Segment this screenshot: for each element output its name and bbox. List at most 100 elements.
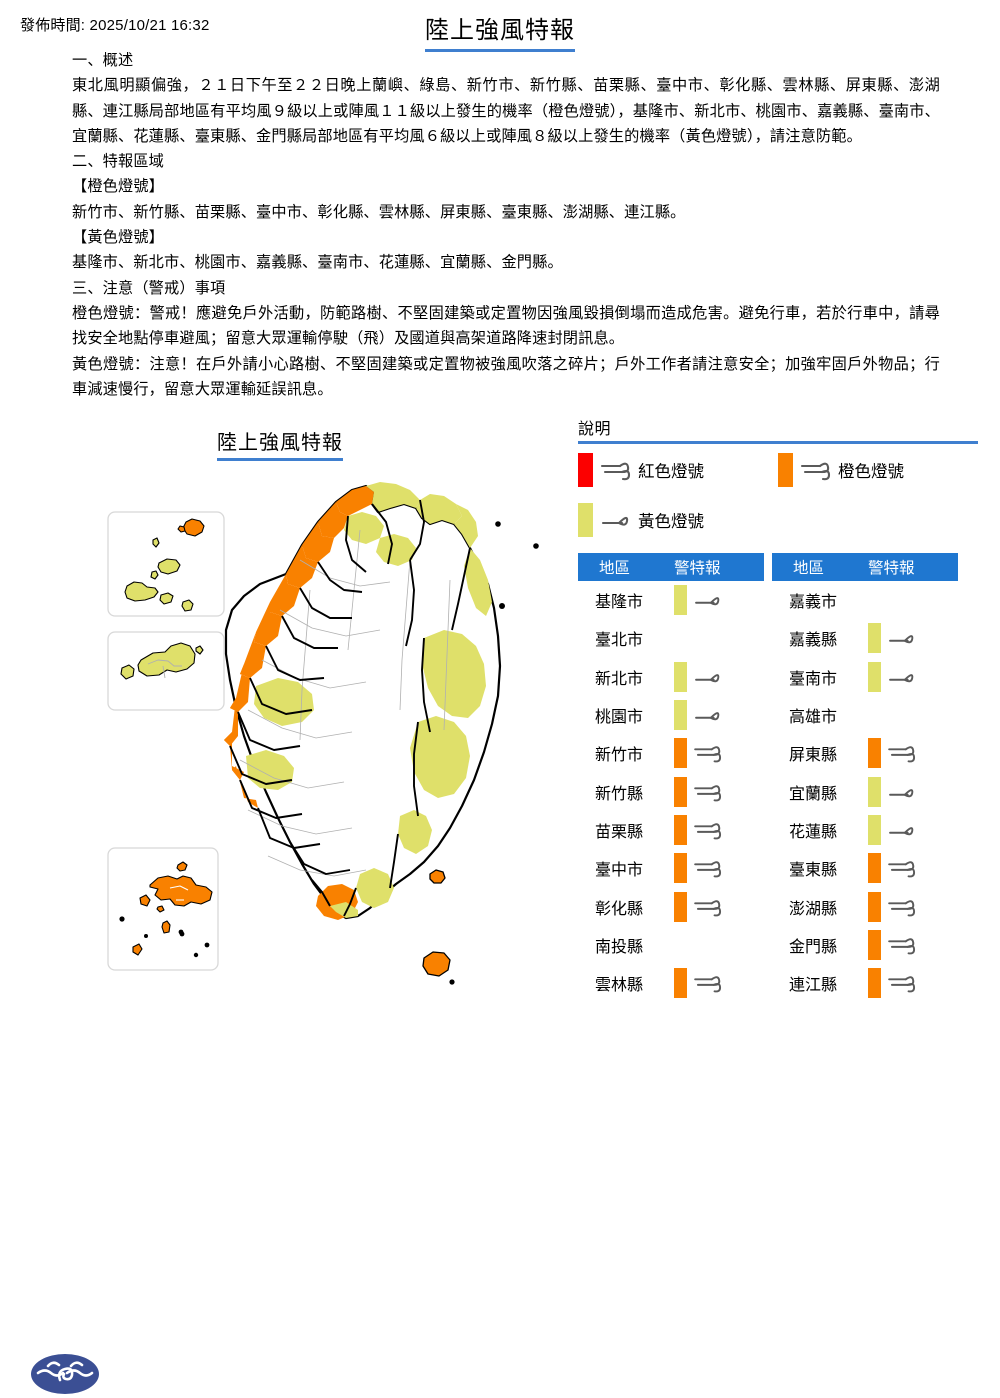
region-name: 臺中市: [595, 862, 644, 880]
table-row[interactable]: 臺中市: [578, 849, 764, 887]
advisory-swatch-orange: [674, 738, 687, 769]
table-row[interactable]: 苗栗縣: [578, 811, 764, 849]
region-name: 臺東縣: [789, 862, 838, 880]
column-header-advisory: 警特報: [868, 560, 915, 577]
strong-wind-icon: [694, 746, 722, 763]
region-name: 彰化縣: [595, 900, 644, 918]
light-wind-icon: [889, 827, 914, 836]
advisory-cell: [674, 585, 764, 616]
column-header-advisory: 警特報: [674, 560, 721, 577]
legend-title: 說明: [578, 421, 612, 438]
advisory-swatch-orange: [674, 776, 687, 807]
advisory-swatch-yellow: [868, 776, 881, 807]
table-row[interactable]: 嘉義市: [772, 581, 958, 619]
strong-wind-icon: [888, 861, 916, 878]
light-wind-icon: [695, 712, 720, 721]
advisory-cell: [868, 661, 958, 692]
table-row[interactable]: 臺南市: [772, 658, 958, 696]
advisory-swatch-yellow: [868, 623, 881, 654]
region-name: 屏東縣: [789, 747, 838, 765]
region-name: 桃園市: [595, 709, 644, 727]
region-name: 新竹市: [595, 747, 644, 765]
advisory-yellow-notice: 黃色燈號：注意！在戶外請小心路樹、不堅固建築或定置物被強風吹落之碎片；戶外工作者…: [72, 355, 940, 398]
table-row[interactable]: 新竹縣: [578, 772, 764, 810]
advisory-swatch-yellow: [674, 585, 687, 616]
light-wind-icon: [695, 673, 720, 682]
legend-swatch-orange: [778, 453, 793, 487]
inset-penghu-islands: [119, 861, 213, 958]
table-row[interactable]: 金門縣: [772, 926, 958, 964]
advisory-orange-regions: 新竹市、新竹縣、苗栗縣、臺中市、彰化縣、雲林縣、屏東縣、臺東縣、澎湖縣、連江縣。: [72, 203, 686, 221]
table-row[interactable]: 桃園市: [578, 696, 764, 734]
advisory-cell: [674, 891, 764, 922]
advisory-swatch-orange: [674, 891, 687, 922]
strong-wind-icon: [888, 938, 916, 955]
cwa-wave-logo: [31, 1354, 99, 1394]
strong-wind-icon: [694, 823, 722, 840]
advisory-swatch-orange: [868, 929, 881, 960]
table-row[interactable]: 彰化縣: [578, 887, 764, 925]
advisory-cell: [674, 700, 764, 731]
region-name: 金門縣: [789, 938, 838, 956]
advisory-cell: [868, 814, 958, 845]
region-name: 臺南市: [789, 670, 838, 688]
advisory-section1-heading: 一、概述: [72, 52, 134, 69]
right-column: 說明 紅色燈號 橙色燈號: [578, 415, 978, 1023]
map-title: 陸上強風特報: [0, 426, 560, 461]
region-name: 南投縣: [595, 938, 644, 956]
table-row[interactable]: 澎湖縣: [772, 887, 958, 925]
column-header-region: 地區: [599, 560, 631, 577]
strong-wind-icon: [694, 899, 722, 916]
advisory-swatch-yellow: [674, 661, 687, 692]
legend-item-yellow: 黃色燈號: [578, 503, 704, 537]
table-row[interactable]: 屏東縣: [772, 734, 958, 772]
table-row[interactable]: 花蓮縣: [772, 811, 958, 849]
legend-item-orange: 橙色燈號: [778, 453, 904, 487]
green-island: [429, 869, 446, 884]
legend-label-orange: 橙色燈號: [838, 463, 904, 481]
region-name: 臺北市: [595, 632, 644, 650]
table-row[interactable]: 基隆市: [578, 581, 764, 619]
yellow-advisory-areas: [246, 482, 492, 918]
advisory-cell: [674, 738, 764, 769]
table-row[interactable]: 臺北市: [578, 619, 764, 657]
advisory-cell: [868, 738, 958, 769]
table-row[interactable]: 連江縣: [772, 964, 958, 1002]
region-advisory-tables: 地區 警特報 基隆市臺北市新北市桃園市新竹市新竹縣苗栗縣臺中市彰化縣南投縣雲林縣…: [578, 553, 978, 1023]
strong-wind-icon: [888, 899, 916, 916]
light-wind-icon: [695, 597, 720, 606]
region-table-left: 地區 警特報 基隆市臺北市新北市桃園市新竹市新竹縣苗栗縣臺中市彰化縣南投縣雲林縣: [578, 553, 764, 1002]
strong-wind-icon: [694, 861, 722, 878]
legend-label-red: 紅色燈號: [638, 463, 704, 481]
table-row[interactable]: 臺東縣: [772, 849, 958, 887]
advisory-cell: [674, 661, 764, 692]
advisory-cell: [868, 929, 958, 960]
map-county-boundaries: [229, 499, 471, 917]
advisory-cell: [674, 968, 764, 999]
table-row[interactable]: 新竹市: [578, 734, 764, 772]
page-title: 陸上強風特報: [0, 10, 1000, 52]
region-name: 苗栗縣: [595, 823, 644, 841]
table-row[interactable]: 嘉義縣: [772, 619, 958, 657]
advisory-swatch-yellow: [674, 700, 687, 731]
advisory-swatch-yellow: [868, 814, 881, 845]
strong-wind-icon: [888, 746, 916, 763]
advisory-cell: [868, 623, 958, 654]
advisory-cell: [674, 853, 764, 884]
table-row[interactable]: 新北市: [578, 658, 764, 696]
region-name: 連江縣: [789, 977, 838, 995]
table-row[interactable]: 高雄市: [772, 696, 958, 734]
table-row[interactable]: 南投縣: [578, 926, 764, 964]
table-header-right: 地區 警特報: [772, 553, 958, 581]
advisory-swatch-orange: [674, 853, 687, 884]
table-row[interactable]: 宜蘭縣: [772, 772, 958, 810]
lanyu-island: [422, 951, 451, 977]
offshore-islands: [179, 521, 539, 985]
page-title-text: 陸上強風特報: [425, 10, 575, 52]
map-subdivision-lines: [239, 529, 451, 877]
taiwan-advisory-map[interactable]: [0, 460, 560, 1000]
table-row[interactable]: 雲林縣: [578, 964, 764, 1002]
region-name: 宜蘭縣: [789, 785, 838, 803]
region-name: 基隆市: [595, 594, 644, 612]
region-name: 新北市: [595, 670, 644, 688]
